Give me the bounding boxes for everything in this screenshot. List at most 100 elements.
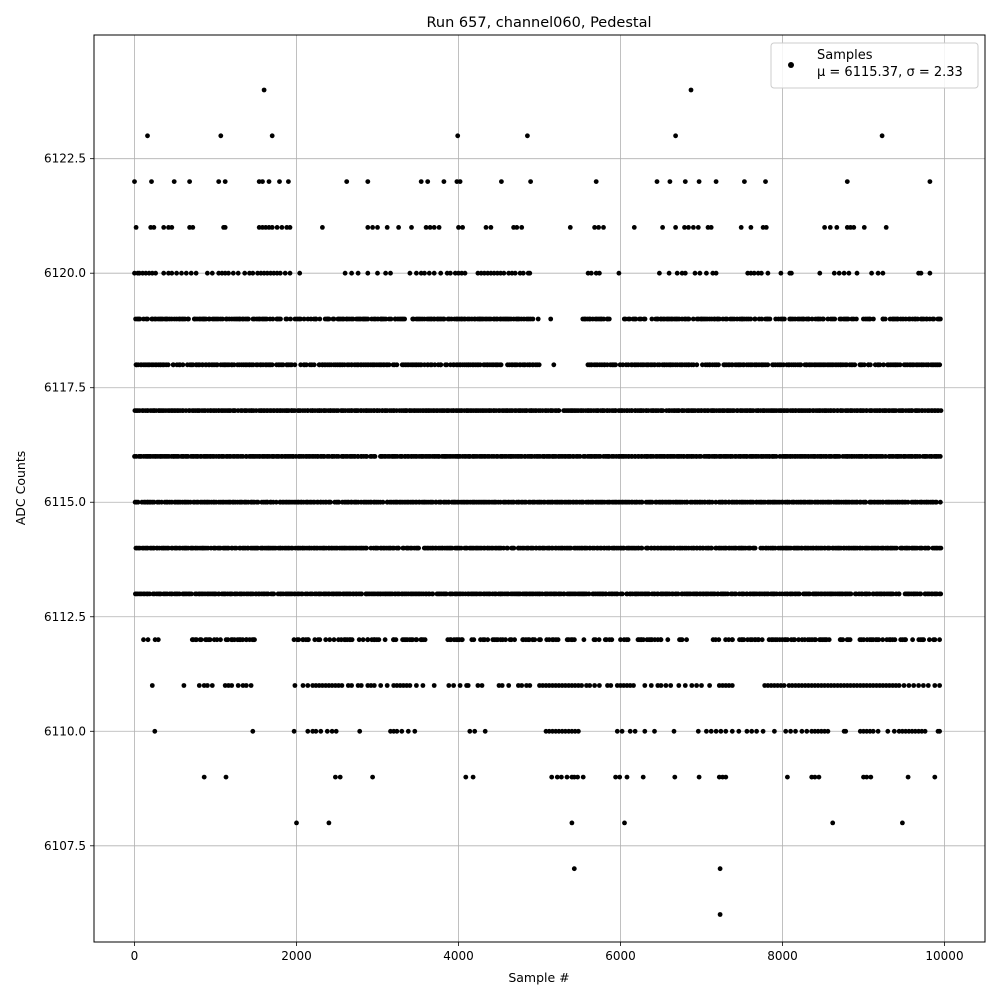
data-point bbox=[527, 270, 533, 276]
data-point bbox=[248, 683, 254, 688]
data-point bbox=[756, 637, 762, 643]
data-point bbox=[726, 683, 732, 688]
data-point bbox=[890, 591, 896, 597]
data-point bbox=[707, 683, 712, 688]
data-point bbox=[218, 133, 224, 139]
data-point bbox=[271, 591, 277, 597]
data-point bbox=[273, 499, 279, 505]
data-point bbox=[821, 316, 826, 322]
data-point bbox=[394, 362, 400, 368]
data-point bbox=[730, 637, 735, 643]
data-point bbox=[868, 774, 874, 780]
data-point bbox=[918, 270, 924, 276]
data-point bbox=[785, 774, 790, 780]
data-point bbox=[161, 225, 167, 230]
data-point bbox=[548, 316, 554, 322]
data-point bbox=[567, 225, 573, 230]
data-point bbox=[569, 820, 575, 826]
data-point bbox=[845, 316, 851, 322]
data-point bbox=[822, 225, 827, 230]
data-point bbox=[729, 728, 735, 734]
data-point bbox=[663, 683, 669, 688]
data-point bbox=[717, 316, 722, 322]
data-point bbox=[649, 499, 655, 505]
x-tick-label: 8000 bbox=[767, 949, 798, 963]
data-point bbox=[304, 362, 309, 368]
data-point bbox=[371, 683, 377, 688]
data-point bbox=[420, 683, 426, 688]
data-point bbox=[365, 270, 371, 276]
data-point bbox=[877, 362, 883, 368]
data-point bbox=[294, 820, 299, 826]
data-point bbox=[682, 270, 688, 276]
data-point bbox=[418, 179, 424, 185]
data-point bbox=[422, 270, 427, 276]
data-point bbox=[789, 683, 795, 688]
data-point bbox=[848, 591, 854, 597]
data-point bbox=[642, 728, 648, 734]
data-point bbox=[246, 316, 251, 322]
data-point bbox=[220, 316, 225, 322]
data-point bbox=[396, 545, 401, 551]
data-point bbox=[349, 637, 355, 643]
data-point bbox=[441, 179, 447, 185]
data-point bbox=[864, 728, 870, 734]
data-point bbox=[222, 270, 228, 276]
data-point bbox=[657, 270, 662, 276]
data-point bbox=[881, 362, 886, 368]
data-point bbox=[166, 225, 171, 230]
data-point bbox=[937, 454, 943, 459]
data-point bbox=[418, 270, 424, 276]
x-tick-label: 0 bbox=[131, 949, 139, 963]
data-point bbox=[180, 362, 186, 368]
data-point bbox=[918, 591, 924, 597]
data-point bbox=[431, 683, 437, 688]
data-point bbox=[601, 316, 607, 322]
data-point bbox=[386, 362, 392, 368]
data-point bbox=[870, 728, 876, 734]
data-point bbox=[733, 591, 739, 597]
data-point bbox=[337, 774, 343, 780]
data-point bbox=[165, 362, 171, 368]
data-point bbox=[456, 225, 461, 230]
data-point bbox=[475, 683, 481, 688]
data-point bbox=[451, 683, 456, 688]
data-point bbox=[256, 225, 262, 230]
data-point bbox=[263, 225, 269, 230]
data-point bbox=[364, 545, 369, 551]
data-point bbox=[852, 362, 858, 368]
data-point bbox=[405, 728, 411, 734]
data-point bbox=[813, 637, 818, 643]
data-point bbox=[696, 774, 702, 780]
data-point bbox=[410, 637, 415, 643]
data-point bbox=[344, 179, 350, 185]
data-point bbox=[619, 728, 625, 734]
data-point bbox=[903, 728, 908, 734]
data-point bbox=[277, 270, 283, 276]
data-point bbox=[563, 683, 568, 688]
data-point bbox=[169, 225, 175, 230]
data-point bbox=[938, 591, 944, 597]
data-point bbox=[631, 683, 636, 688]
data-point bbox=[922, 728, 928, 734]
data-point bbox=[609, 637, 615, 643]
data-point bbox=[287, 270, 293, 276]
data-point bbox=[639, 499, 645, 505]
data-point bbox=[708, 728, 714, 734]
data-point bbox=[892, 637, 898, 643]
data-point bbox=[934, 499, 939, 505]
data-point bbox=[654, 179, 660, 185]
data-point bbox=[752, 316, 758, 322]
data-point bbox=[301, 316, 307, 322]
data-point bbox=[414, 637, 420, 643]
data-point bbox=[925, 683, 931, 688]
data-point bbox=[581, 637, 587, 643]
data-point bbox=[189, 591, 194, 597]
data-point bbox=[470, 774, 476, 780]
data-point bbox=[778, 270, 784, 276]
data-point bbox=[880, 270, 886, 276]
data-point bbox=[161, 270, 167, 276]
data-point bbox=[218, 637, 223, 643]
data-point bbox=[691, 225, 696, 230]
data-point bbox=[188, 270, 194, 276]
